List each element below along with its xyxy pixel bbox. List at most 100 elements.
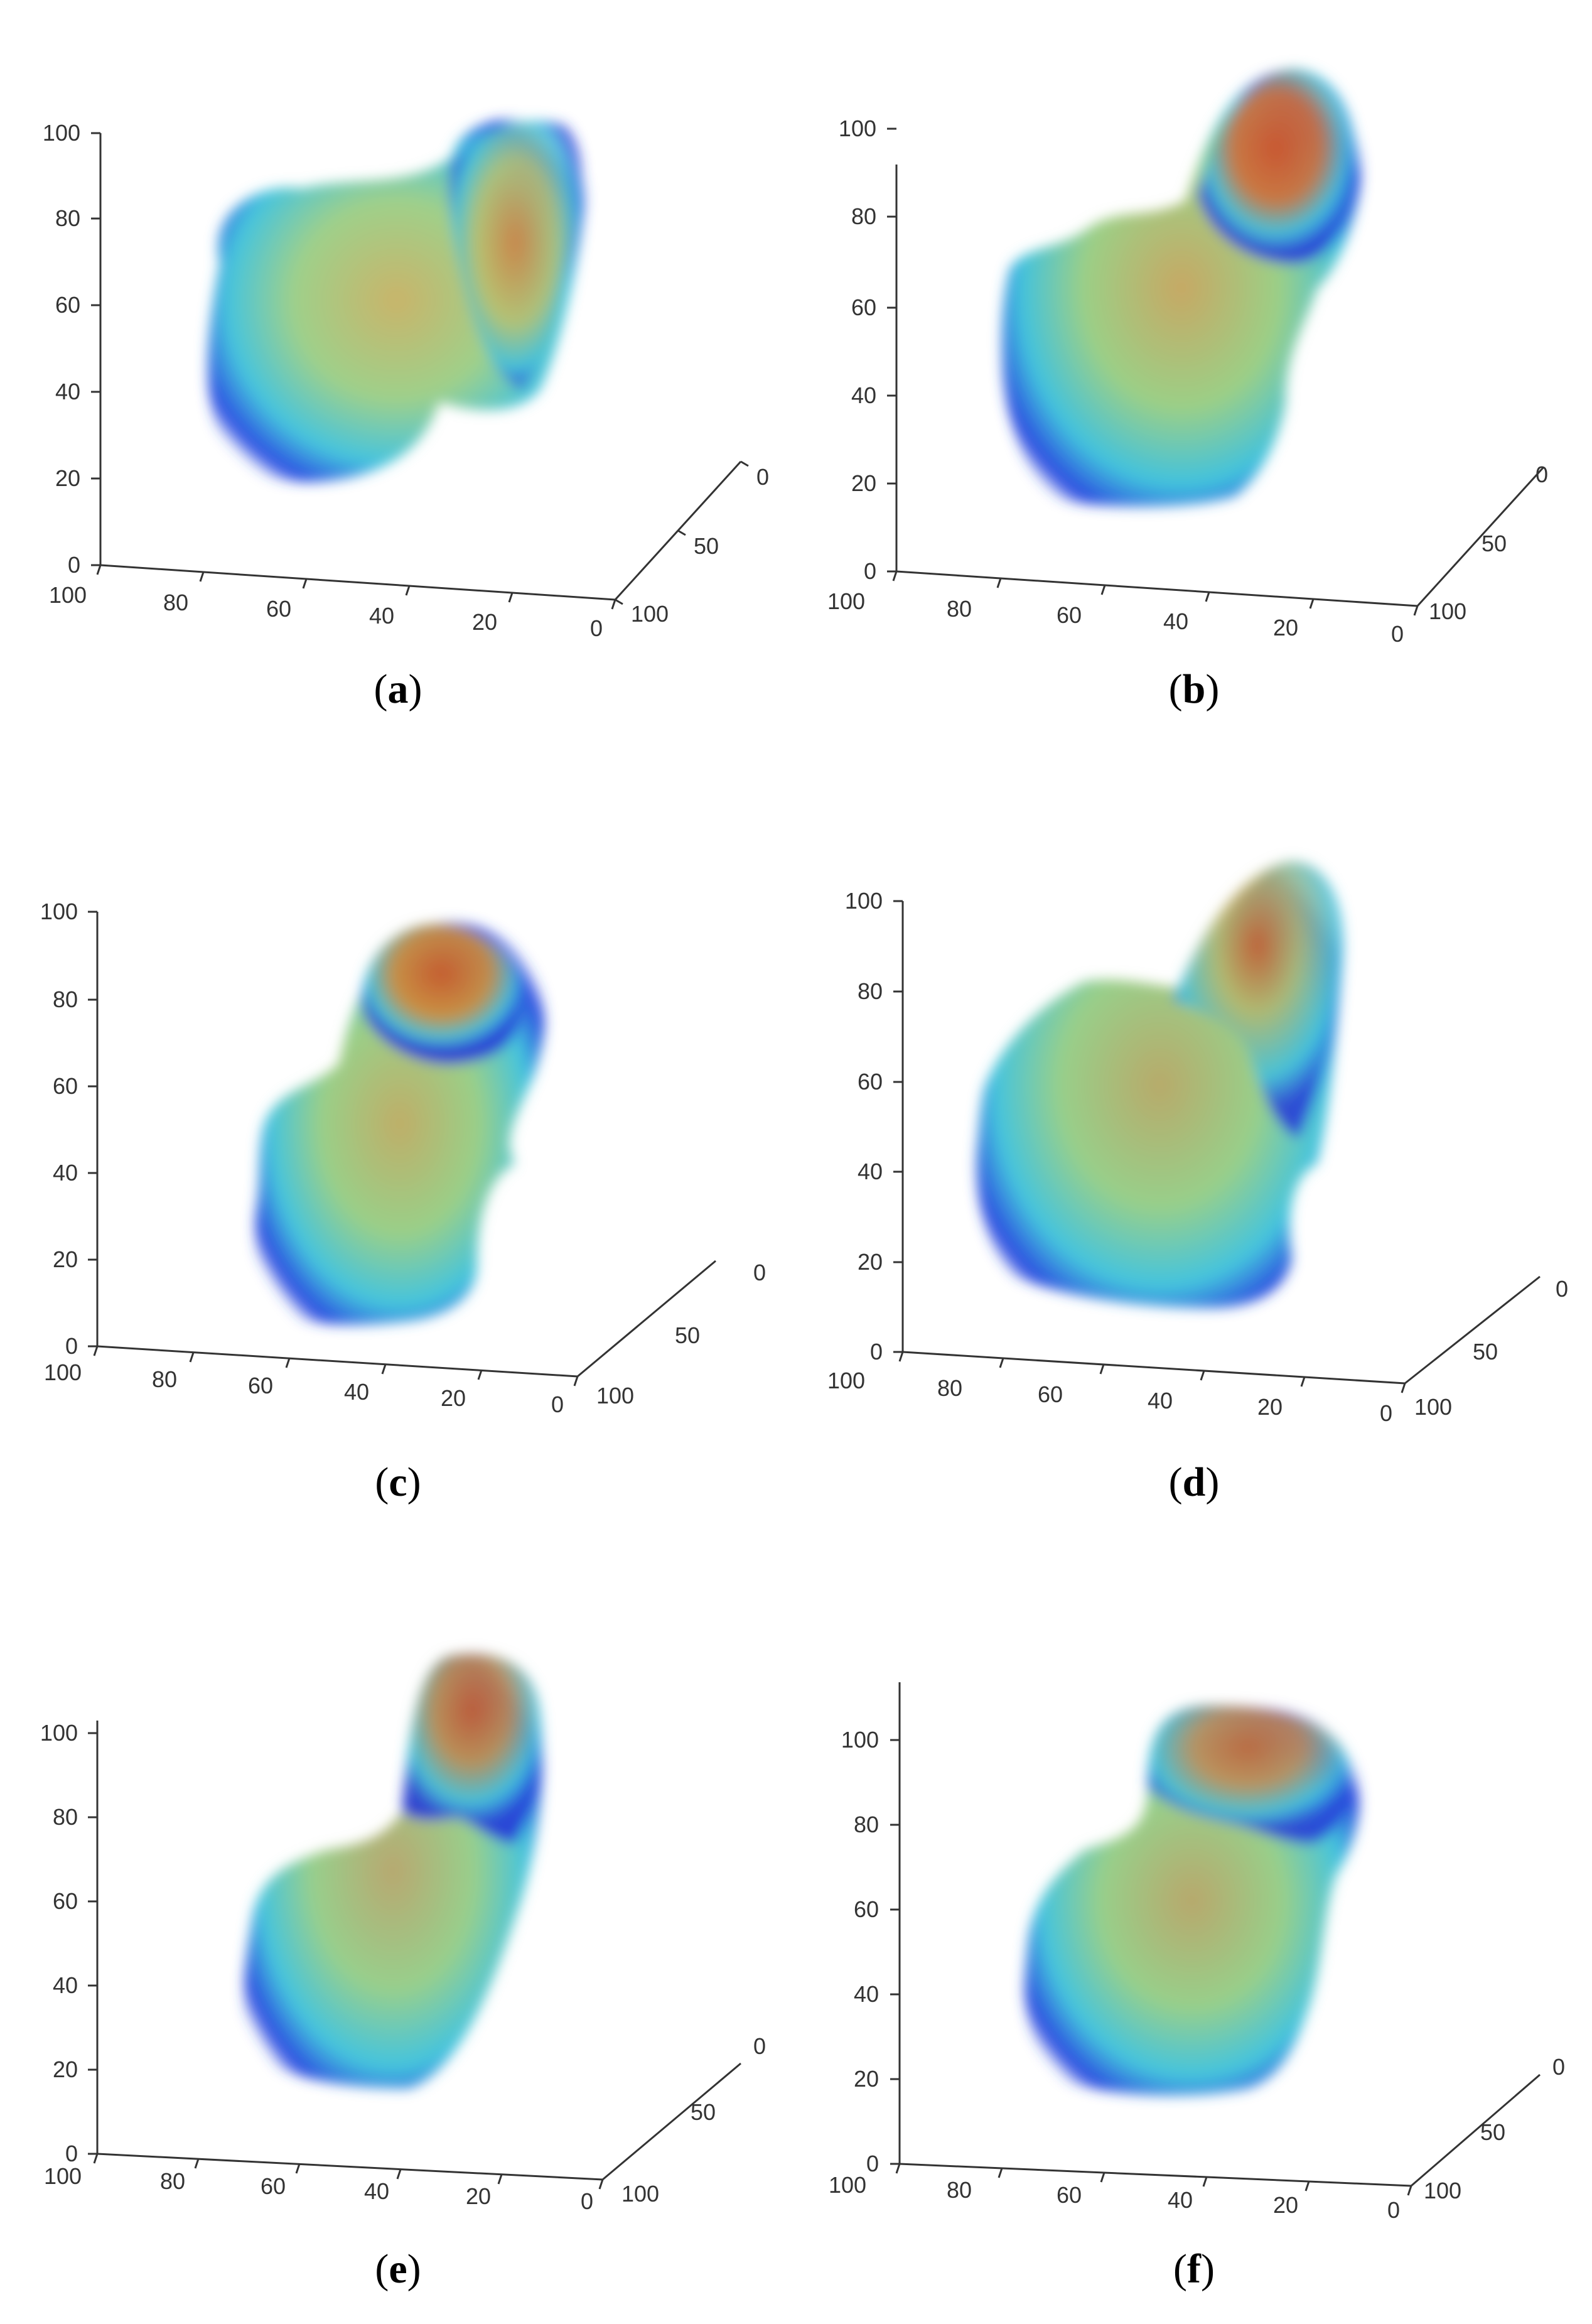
svg-text:0: 0 [756,464,769,490]
svg-text:20: 20 [1273,615,1298,640]
svg-text:100: 100 [827,588,865,614]
svg-text:100: 100 [1424,2178,1461,2203]
svg-text:80: 80 [937,1375,962,1401]
svg-text:60: 60 [1057,602,1082,628]
svg-text:100: 100 [827,1368,865,1393]
svg-text:20: 20 [55,465,80,491]
svg-text:20: 20 [53,2056,78,2082]
svg-text:60: 60 [1038,1381,1063,1407]
svg-text:50: 50 [1480,2119,1505,2145]
svg-text:80: 80 [53,986,78,1012]
svg-text:40: 40 [858,1159,883,1184]
svg-text:20: 20 [53,1246,78,1272]
svg-text:40: 40 [851,382,876,408]
svg-text:20: 20 [851,470,876,496]
svg-text:100: 100 [40,1720,78,1746]
volume-plot-a: 0 20 40 60 80 100 100 80 60 40 20 0 0 50… [43,117,769,641]
caption-f: (f) [1173,2246,1215,2292]
svg-text:40: 40 [53,1160,78,1186]
svg-text:60: 60 [53,1073,78,1099]
svg-text:60: 60 [854,1896,879,1922]
x-axis-a [100,564,616,601]
svg-text:100: 100 [621,2181,659,2207]
panel-c: 0 20 40 60 80 100 100 80 60 40 20 0 0 50… [0,774,796,1548]
svg-text:80: 80 [858,978,883,1004]
svg-text:0: 0 [753,2033,766,2059]
svg-text:40: 40 [53,1972,78,1998]
svg-text:40: 40 [1168,2187,1193,2213]
svg-text:20: 20 [858,1249,883,1275]
svg-text:0: 0 [1391,621,1404,647]
svg-text:50: 50 [694,533,719,559]
svg-text:0: 0 [68,552,80,578]
svg-text:60: 60 [261,2173,286,2199]
svg-text:50: 50 [1482,531,1507,556]
volume-plot-f: 0 20 40 60 80 100 100 80 60 40 20 0 0 50… [829,1682,1565,2223]
svg-text:80: 80 [55,205,80,231]
svg-text:0: 0 [581,2188,593,2214]
svg-text:100: 100 [596,1383,634,1408]
svg-text:0: 0 [1536,462,1548,487]
svg-text:0: 0 [551,1392,564,1417]
svg-text:60: 60 [1057,2182,1082,2208]
svg-text:60: 60 [53,1888,78,1914]
caption-e: (e) [375,2246,421,2292]
svg-text:20: 20 [1257,1394,1283,1420]
panel-d: 0 20 40 60 80 100 100 80 60 40 20 0 0 50… [796,774,1592,1548]
svg-text:50: 50 [691,2099,716,2125]
svg-text:100: 100 [44,1359,82,1385]
svg-text:0: 0 [65,1333,78,1359]
svg-text:100: 100 [839,116,876,141]
svg-text:50: 50 [675,1322,700,1348]
svg-text:40: 40 [1163,608,1188,634]
panel-a: 0 20 40 60 80 100 100 80 60 40 20 0 0 50… [0,0,796,774]
svg-text:100: 100 [829,2172,866,2198]
svg-text:100: 100 [44,2163,82,2189]
caption-b: (b) [1168,666,1220,712]
panel-b: 0 20 40 60 80 100 100 80 60 40 20 0 0 50… [796,0,1592,774]
caption-a: (a) [374,666,422,712]
svg-text:0: 0 [864,558,876,584]
svg-text:40: 40 [364,2178,389,2204]
svg-text:0: 0 [866,2151,879,2176]
svg-text:100: 100 [841,1727,879,1753]
svg-text:40: 40 [344,1379,369,1405]
svg-text:60: 60 [55,292,80,318]
svg-text:100: 100 [40,899,78,924]
svg-text:80: 80 [152,1366,177,1392]
svg-text:100: 100 [631,601,669,627]
svg-text:100: 100 [49,582,87,608]
svg-text:0: 0 [870,1339,883,1365]
volume-plot-b: 0 20 40 60 80 100 100 80 60 40 20 0 0 50… [827,69,1548,647]
svg-text:80: 80 [947,596,972,622]
caption-c: (c) [375,1459,421,1505]
svg-text:80: 80 [53,1804,78,1830]
svg-text:0: 0 [1556,1276,1568,1302]
svg-text:60: 60 [248,1373,273,1398]
svg-text:100: 100 [1414,1394,1452,1420]
svg-text:80: 80 [851,203,876,229]
svg-text:60: 60 [858,1069,883,1094]
svg-text:0: 0 [753,1260,766,1285]
svg-text:20: 20 [1273,2192,1298,2218]
svg-text:20: 20 [441,1385,466,1411]
svg-text:20: 20 [472,609,497,635]
volume-plot-e: 0 20 40 60 80 100 100 80 60 40 20 0 0 50… [40,1653,766,2214]
svg-text:0: 0 [65,2141,78,2166]
svg-text:60: 60 [851,295,876,320]
volume-plot-d: 0 20 40 60 80 100 100 80 60 40 20 0 0 50… [827,862,1568,1426]
svg-text:80: 80 [854,1812,879,1837]
svg-text:40: 40 [369,603,394,629]
panel-f: 0 20 40 60 80 100 100 80 60 40 20 0 0 50… [796,1548,1592,2323]
svg-text:20: 20 [854,2066,879,2092]
svg-text:80: 80 [163,590,188,615]
svg-text:0: 0 [1380,1400,1392,1426]
svg-text:100: 100 [43,120,80,146]
svg-text:50: 50 [1473,1339,1498,1365]
svg-text:60: 60 [266,596,291,622]
svg-text:20: 20 [466,2183,491,2209]
panel-e: 0 20 40 60 80 100 100 80 60 40 20 0 0 50… [0,1548,796,2323]
svg-text:0: 0 [1552,2054,1565,2080]
svg-text:0: 0 [1387,2197,1400,2223]
svg-text:80: 80 [160,2168,185,2194]
